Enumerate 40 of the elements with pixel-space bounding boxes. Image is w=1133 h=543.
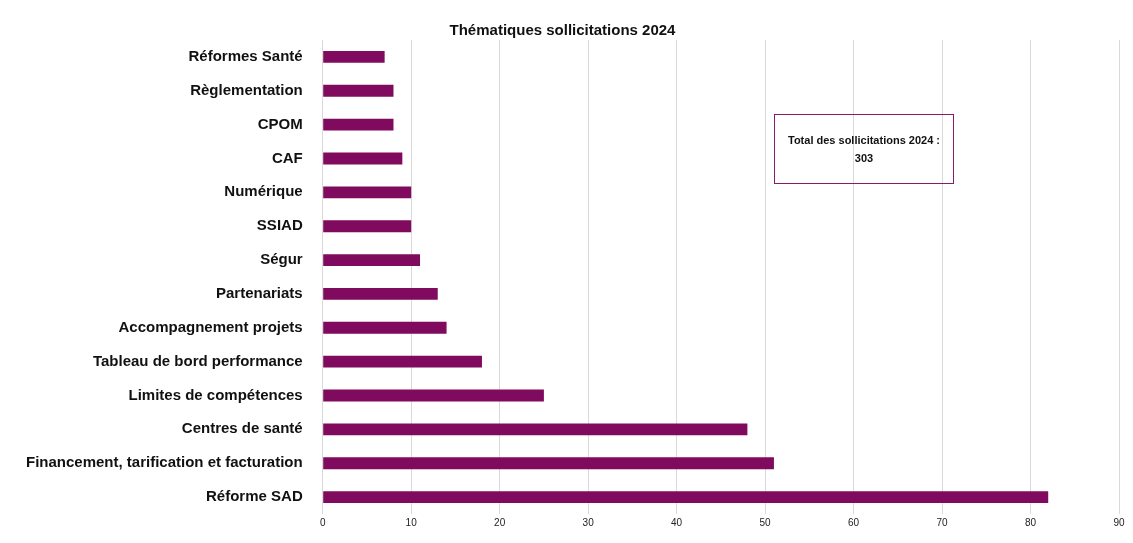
bar (323, 220, 412, 233)
bar (323, 389, 544, 402)
x-tick-label: 70 (936, 516, 949, 528)
bar (323, 491, 1049, 503)
y-tick-label: CAF (271, 148, 303, 166)
bar (323, 288, 438, 300)
x-tick-label: 30 (582, 516, 595, 528)
bar (323, 423, 748, 436)
x-tick-label: 20 (494, 516, 506, 528)
y-tick-label: Partenariats (215, 284, 303, 302)
y-tick-label: Limites de compétences (128, 385, 303, 403)
y-tick-label: Réformes Santé (188, 47, 303, 65)
y-tick-label: Réforme SAD (206, 487, 303, 505)
bar (323, 186, 412, 199)
y-tick-label: SSIAD (256, 216, 303, 234)
y-tick-label: Accompagnement projets (118, 317, 303, 335)
y-tick-label: Tableau de bord performance (92, 351, 303, 369)
bar (323, 152, 403, 165)
y-tick-label: CPOM (257, 114, 303, 132)
y-tick-label: Règlementation (190, 80, 303, 98)
x-tick-label: 40 (671, 516, 683, 528)
x-tick-label: 10 (405, 516, 418, 528)
x-tick-label: 60 (848, 516, 860, 528)
x-tick-label: 80 (1024, 516, 1037, 528)
bar (323, 321, 447, 334)
y-tick-label: Numérique (224, 182, 303, 200)
bar (323, 84, 394, 97)
bar (323, 118, 394, 131)
x-tick-label: 50 (759, 516, 772, 528)
text-box: Total des sollicitations 2024 : 303 (774, 114, 954, 184)
bar (323, 254, 421, 266)
bar (323, 51, 385, 63)
x-tick-label: 0 (319, 516, 326, 528)
y-tick-label: Centres de santé (181, 419, 303, 437)
y-tick-label: Financement, tarification et facturation (25, 453, 303, 471)
chart-title: Thématiques sollicitations 2024 (449, 21, 677, 39)
bar (323, 457, 774, 470)
x-tick-label: 90 (1113, 516, 1125, 528)
y-tick-label: Ségur (260, 250, 303, 268)
bar (323, 355, 482, 368)
